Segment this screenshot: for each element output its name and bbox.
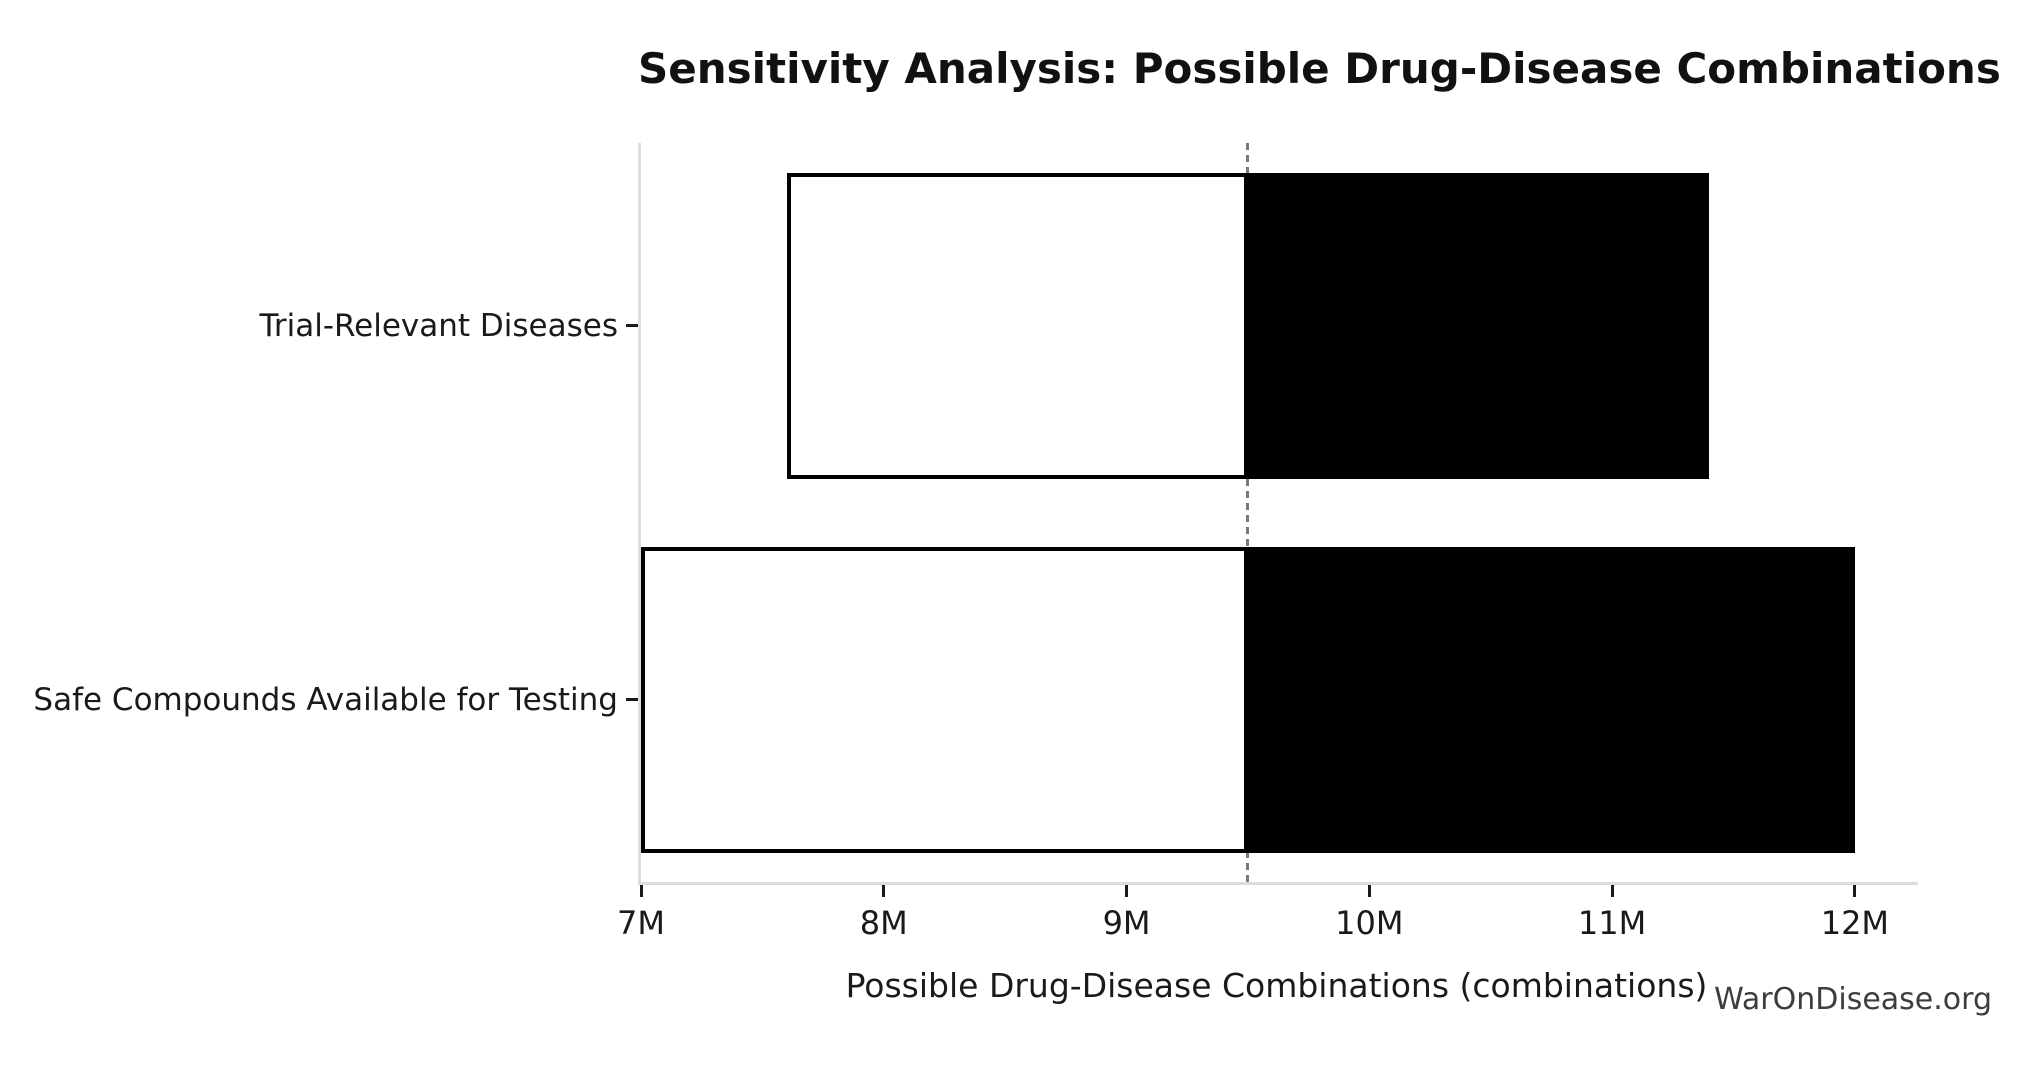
x-tick — [639, 885, 643, 897]
x-tick-label: 11M — [1577, 904, 1647, 942]
x-tick-label: 10M — [1335, 904, 1404, 942]
x-tick — [1610, 885, 1614, 897]
x-tick-label: 12M — [1820, 904, 1890, 942]
x-tick-label: 9M — [1102, 904, 1151, 942]
bar-high-segment — [1247, 547, 1855, 853]
plot-area: 7M 8M 9M 10M 11M 12M — [617, 143, 1918, 942]
x-tick — [1367, 885, 1371, 897]
chart-title: Sensitivity Analysis: Possible Drug-Dise… — [638, 44, 2001, 93]
bar-high-segment — [1247, 173, 1710, 479]
x-tick — [1125, 885, 1129, 897]
y-tick — [626, 324, 638, 328]
x-tick-label: 8M — [859, 904, 908, 942]
x-tick — [882, 885, 886, 897]
baseline-dashed-line — [1246, 143, 1250, 882]
x-axis-label: Possible Drug-Disease Combinations (comb… — [845, 966, 1708, 1005]
bar-low-segment — [641, 547, 1248, 853]
x-tick-label: 7M — [617, 904, 665, 942]
bar-low-segment — [786, 173, 1248, 479]
y-tick-label: Safe Compounds Available for Testing — [33, 681, 618, 718]
y-tick — [626, 698, 638, 702]
y-tick-label: Trial-Relevant Diseases — [259, 307, 618, 344]
watermark-text: WarOnDisease.org — [1714, 982, 1992, 1017]
x-tick — [1853, 885, 1857, 897]
